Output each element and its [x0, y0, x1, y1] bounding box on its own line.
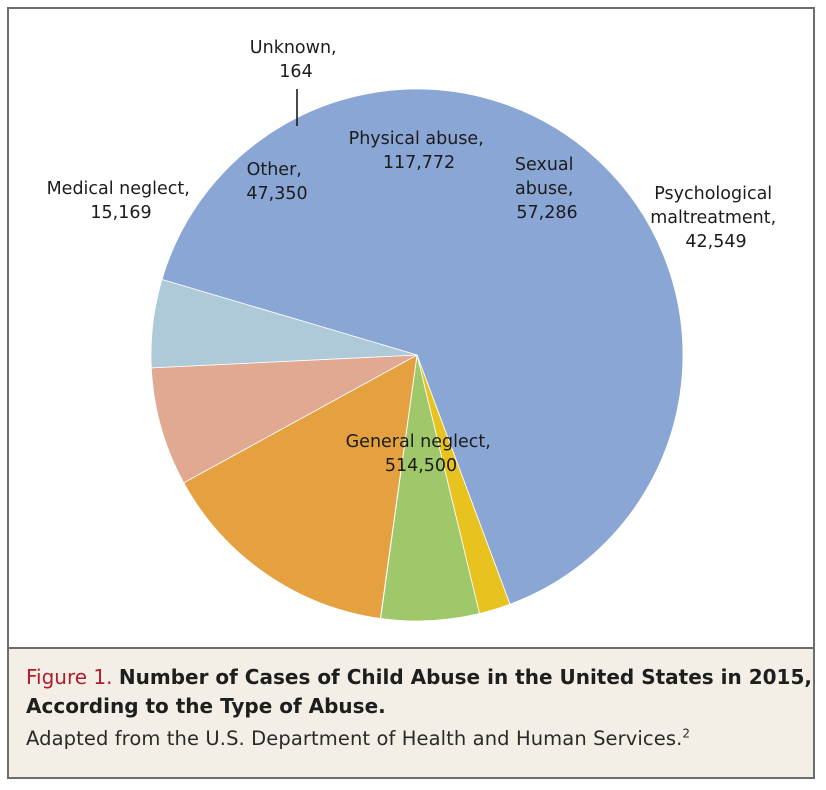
label-physical-name: Physical abuse,: [349, 129, 484, 149]
caption-source-footnote: 2: [682, 726, 691, 741]
label-sexual-value: 57,286: [516, 203, 577, 223]
caption-source-text: Adapted from the U.S. Department of Heal…: [26, 727, 683, 750]
caption-source: Adapted from the U.S. Department of Heal…: [26, 724, 795, 754]
label-sexual-name-2: abuse,: [515, 179, 573, 199]
label-general-value: 514,500: [385, 456, 457, 476]
label-medical-value: 15,169: [90, 203, 151, 223]
label-unknown-value: 164: [279, 62, 312, 82]
pie-slice-general: [161, 88, 684, 605]
label-unknown-name: Unknown,: [250, 38, 337, 58]
figure-title-2: According to the Type of Abuse.: [26, 694, 386, 718]
pie-slices: [150, 88, 684, 622]
figure-title-1: Number of Cases of Child Abuse in the Un…: [118, 665, 812, 689]
label-psych: Psychological maltreatment, 42,549: [650, 184, 782, 252]
label-general: General neglect, 514,500: [346, 432, 497, 476]
label-sexual: Sexual abuse, 57,286: [515, 155, 579, 223]
figure-frame: Unknown, 164 Medical neglect, 15,169 Oth…: [7, 7, 815, 779]
label-sexual-name-1: Sexual: [515, 155, 574, 175]
label-medical: Medical neglect, 15,169: [47, 179, 196, 223]
figure-caption: Figure 1. Number of Cases of Child Abuse…: [9, 647, 813, 777]
label-psych-name-2: maltreatment,: [650, 208, 776, 228]
label-unknown: Unknown, 164: [250, 38, 342, 82]
label-other-value: 47,350: [246, 184, 307, 204]
pie-chart: Unknown, 164 Medical neglect, 15,169 Oth…: [9, 9, 813, 647]
pie-slice-physical: [183, 354, 418, 619]
label-medical-name: Medical neglect,: [47, 179, 190, 199]
label-general-name: General neglect,: [346, 432, 491, 452]
pie-slice-sexual: [150, 354, 418, 484]
label-physical-value: 117,772: [383, 153, 455, 173]
label-psych-name-1: Psychological: [654, 184, 772, 204]
pie-chart-svg: Unknown, 164 Medical neglect, 15,169 Oth…: [47, 38, 782, 622]
label-psych-value: 42,549: [685, 232, 746, 252]
figure-label: Figure 1.: [26, 665, 113, 689]
caption-title-line-1: Figure 1. Number of Cases of Child Abuse…: [26, 663, 812, 692]
pie-slice-psych: [150, 278, 418, 369]
label-physical: Physical abuse, 117,772: [349, 129, 490, 173]
label-other-name: Other,: [247, 160, 302, 180]
label-other: Other, 47,350: [246, 160, 307, 204]
